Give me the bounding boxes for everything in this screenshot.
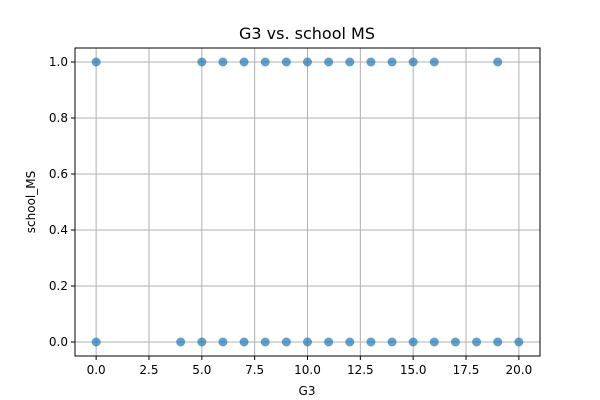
grid bbox=[75, 48, 540, 356]
data-point bbox=[281, 337, 291, 347]
x-tick-label: 10.0 bbox=[294, 363, 321, 377]
data-point bbox=[429, 337, 439, 347]
x-tick-label: 0.0 bbox=[87, 363, 106, 377]
data-point bbox=[493, 337, 503, 347]
y-axis-label: school_MS bbox=[24, 171, 38, 233]
data-point bbox=[281, 57, 291, 67]
data-point bbox=[260, 57, 270, 67]
data-point bbox=[472, 337, 482, 347]
data-point bbox=[197, 57, 207, 67]
x-tick-label: 7.5 bbox=[245, 363, 264, 377]
data-point bbox=[176, 337, 186, 347]
data-point bbox=[324, 57, 334, 67]
chart-title: G3 vs. school MS bbox=[239, 24, 375, 43]
data-point bbox=[366, 337, 376, 347]
x-axis-label: G3 bbox=[299, 384, 316, 398]
data-point bbox=[324, 337, 334, 347]
data-point bbox=[408, 57, 418, 67]
data-point bbox=[450, 337, 460, 347]
data-point bbox=[197, 337, 207, 347]
y-tick-label: 0.0 bbox=[49, 335, 68, 349]
y-tick-label: 0.6 bbox=[49, 167, 68, 181]
data-point bbox=[303, 57, 312, 67]
x-tick-label: 2.5 bbox=[139, 363, 158, 377]
y-tick-label: 0.8 bbox=[49, 111, 68, 125]
data-point bbox=[387, 57, 397, 67]
data-point bbox=[366, 57, 376, 67]
x-tick-label: 12.5 bbox=[347, 363, 374, 377]
data-point bbox=[345, 337, 355, 347]
data-point bbox=[514, 337, 524, 347]
x-tick-label: 5.0 bbox=[192, 363, 211, 377]
data-point bbox=[429, 57, 439, 67]
data-point bbox=[493, 57, 503, 67]
y-axis-ticks: 0.0 0.2 0.4 0.6 0.8 1.0 bbox=[49, 55, 75, 349]
data-point bbox=[408, 337, 418, 347]
data-point bbox=[91, 337, 101, 347]
data-points bbox=[91, 57, 524, 347]
data-point bbox=[239, 57, 249, 67]
data-point bbox=[218, 337, 228, 347]
data-point bbox=[239, 337, 249, 347]
x-tick-label: 20.0 bbox=[506, 363, 533, 377]
x-tick-label: 17.5 bbox=[453, 363, 480, 377]
y-tick-label: 1.0 bbox=[49, 55, 68, 69]
data-point bbox=[345, 57, 355, 67]
data-point bbox=[91, 57, 101, 67]
data-point bbox=[260, 337, 270, 347]
data-point bbox=[303, 337, 312, 347]
x-axis-ticks: 0.0 2.5 5.0 7.5 10.0 12.5 15.0 17.5 20.0 bbox=[87, 356, 533, 377]
y-tick-label: 0.4 bbox=[49, 223, 68, 237]
y-tick-label: 0.2 bbox=[49, 279, 68, 293]
x-tick-label: 15.0 bbox=[400, 363, 427, 377]
data-point bbox=[387, 337, 397, 347]
data-point bbox=[218, 57, 228, 67]
